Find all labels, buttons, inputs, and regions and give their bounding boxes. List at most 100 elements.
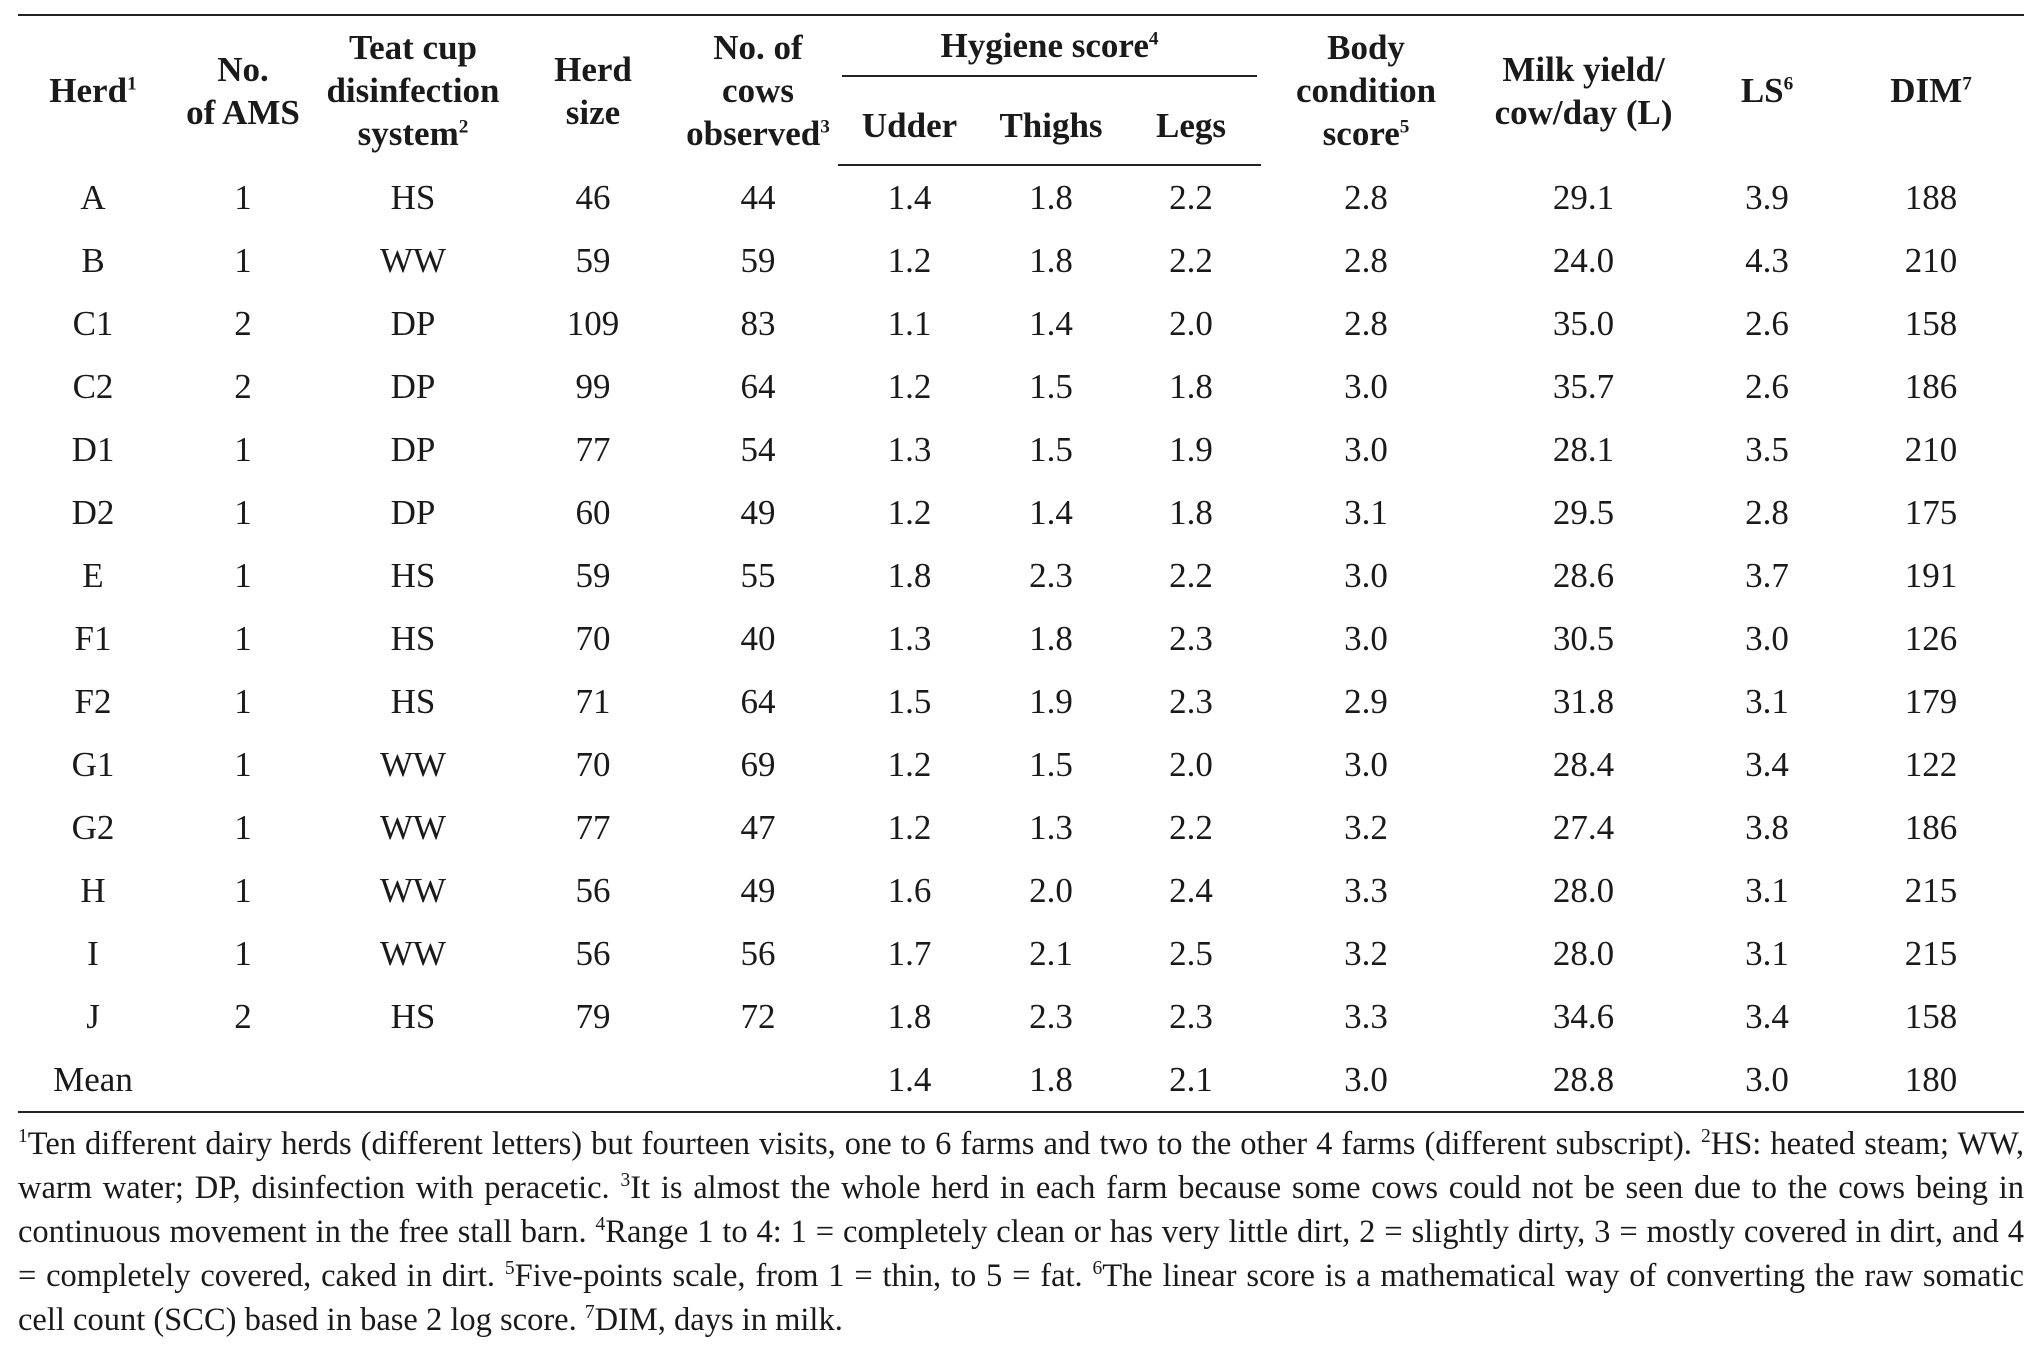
col-header-ls: LS6 bbox=[1696, 14, 1839, 165]
cell-herd: C2 bbox=[72, 367, 114, 406]
cell-cows-observed: 56 bbox=[740, 934, 776, 973]
cell-body-condition: 3.1 bbox=[1344, 493, 1388, 532]
cell-ls: 3.1 bbox=[1745, 934, 1789, 973]
table-header: Herd1 No. of AMS Teat cup disinfection syst… bbox=[18, 14, 2025, 166]
footnote-1: 1Ten different dairy herds (different le… bbox=[18, 1126, 1701, 1162]
cell-milk-yield: 35.7 bbox=[1552, 367, 1615, 406]
footnote-text: DIM, days in milk. bbox=[594, 1302, 843, 1338]
cell-body-condition: 3.0 bbox=[1344, 745, 1388, 784]
cell-dim: 126 bbox=[1904, 619, 1958, 658]
cell-cows-observed: 59 bbox=[740, 241, 776, 280]
table-body: A 1 HS 46 44 1.4 1.8 2.2 2.8 29.1 3.9 188 B 1 WW 59 59 1.… bbox=[18, 165, 2025, 1113]
cell-dim: 158 bbox=[1904, 304, 1958, 343]
cell-legs: 2.1 bbox=[1121, 1048, 1262, 1113]
footnote-2: 2HS: heated steam; WW, warm water; DP, d… bbox=[18, 1126, 2024, 1206]
cell-ls: 2.6 bbox=[1745, 367, 1789, 406]
cell-body-condition: 2.8 bbox=[1344, 177, 1388, 217]
cell-udder: 1.1 bbox=[887, 304, 932, 343]
cell-herd: B bbox=[81, 241, 105, 280]
footnote-marker: 6 bbox=[1092, 1258, 1103, 1280]
cell-teat-cup: HS bbox=[390, 682, 436, 721]
table-row: G2 1 WW 77 47 1.2 1.3 2.2 3.2 27.4 3.8 186 bbox=[18, 796, 2024, 859]
footnote-text: The linear score is a mathematical way o… bbox=[18, 1258, 2024, 1338]
cell-cows-observed: 55 bbox=[740, 556, 776, 595]
cell-milk-yield: 34.6 bbox=[1552, 997, 1615, 1036]
cell-herd: H bbox=[80, 871, 106, 910]
cell-udder: 1.2 bbox=[887, 367, 932, 406]
footnote-4: 4Range 1 to 4: 1 = completely clean or h… bbox=[18, 1214, 2024, 1294]
table-row: B 1 WW 59 59 1.2 1.8 2.2 2.8 24.0 4.3 210 bbox=[18, 229, 2024, 292]
cell-ls: 3.0 bbox=[1745, 619, 1789, 658]
cell-herd-size bbox=[508, 1048, 678, 1113]
cell-herd-size: 70 bbox=[575, 619, 611, 658]
col-header-ams: No. of AMS bbox=[168, 14, 318, 165]
cell-milk-yield: 28.4 bbox=[1552, 745, 1615, 784]
cell-ams: 1 bbox=[234, 241, 252, 280]
cell-herd: C1 bbox=[72, 304, 114, 343]
col-header-dim: DIM7 bbox=[1838, 14, 2025, 165]
col-header-herd: Herd1 bbox=[18, 14, 168, 165]
table-footnotes: 1Ten different dairy herds (different le… bbox=[18, 1122, 2024, 1342]
table-row-mean: Mean 1.4 1.8 2.1 3.0 28.8 3.0 180 bbox=[18, 1048, 2025, 1113]
cell-herd: Mean bbox=[18, 1048, 168, 1113]
hygiene-group-rule bbox=[842, 75, 1258, 77]
cell-thighs: 2.0 bbox=[1029, 871, 1073, 910]
cell-dim: 215 bbox=[1904, 934, 1958, 973]
cell-ams: 1 bbox=[234, 177, 252, 217]
cell-teat-cup: HS bbox=[390, 997, 436, 1036]
cell-herd: F1 bbox=[74, 619, 112, 658]
cell-teat-cup: HS bbox=[390, 556, 436, 595]
table-row: F2 1 HS 71 64 1.5 1.9 2.3 2.9 31.8 3.1 179 bbox=[18, 670, 2024, 733]
table-row: D1 1 DP 77 54 1.3 1.5 1.9 3.0 28.1 3.5 210 bbox=[18, 418, 2024, 481]
cell-milk-yield: 24.0 bbox=[1552, 241, 1615, 280]
footnote-marker: 5 bbox=[504, 1258, 515, 1280]
cell-milk-yield: 28.1 bbox=[1552, 430, 1615, 469]
cell-thighs: 1.8 bbox=[981, 1048, 1121, 1113]
cell-legs: 2.4 bbox=[1169, 871, 1213, 910]
col-header-herd-size: Herd size bbox=[508, 14, 678, 165]
cell-teat-cup: DP bbox=[390, 430, 436, 469]
cell-ams: 2 bbox=[234, 367, 252, 406]
cell-herd: F2 bbox=[74, 682, 112, 721]
cell-milk-yield: 27.4 bbox=[1552, 808, 1615, 847]
cell-ls: 2.6 bbox=[1745, 304, 1789, 343]
cell-cows-observed bbox=[678, 1048, 838, 1113]
cell-legs: 2.3 bbox=[1169, 997, 1213, 1036]
cell-milk-yield: 28.8 bbox=[1471, 1048, 1697, 1113]
cell-herd-size: 59 bbox=[575, 556, 611, 595]
cell-teat-cup: WW bbox=[379, 808, 447, 847]
cell-legs: 1.8 bbox=[1169, 493, 1213, 532]
table-row: G1 1 WW 70 69 1.2 1.5 2.0 3.0 28.4 3.4 122 bbox=[18, 733, 2024, 796]
cell-ams: 1 bbox=[234, 556, 252, 595]
cell-ams: 1 bbox=[234, 430, 252, 469]
cell-herd: G2 bbox=[71, 808, 115, 847]
cell-herd-size: 77 bbox=[575, 808, 611, 847]
cell-udder: 1.6 bbox=[887, 871, 932, 910]
cell-teat-cup: WW bbox=[379, 241, 447, 280]
cell-milk-yield: 28.0 bbox=[1552, 934, 1615, 973]
cell-ams: 1 bbox=[234, 808, 252, 847]
cell-thighs: 1.8 bbox=[1029, 178, 1073, 217]
col-header-cows-observed: No. of cows observed3 bbox=[678, 14, 838, 165]
cell-legs: 1.9 bbox=[1169, 430, 1213, 469]
col-header-udder: Udder bbox=[838, 77, 981, 166]
cell-legs: 2.2 bbox=[1169, 808, 1213, 847]
cell-thighs: 1.4 bbox=[1029, 493, 1073, 532]
footnote-text: Ten different dairy herds (different let… bbox=[27, 1126, 1701, 1162]
cell-teat-cup: HS bbox=[390, 619, 436, 658]
cell-dim: 186 bbox=[1904, 367, 1958, 406]
cell-body-condition: 3.0 bbox=[1344, 619, 1388, 658]
cell-dim: 180 bbox=[1838, 1048, 2025, 1113]
cell-herd-size: 99 bbox=[575, 367, 611, 406]
cell-herd: E bbox=[82, 556, 104, 595]
cell-body-condition: 3.3 bbox=[1344, 997, 1388, 1036]
cell-ls: 3.9 bbox=[1745, 177, 1789, 217]
cell-udder: 1.5 bbox=[887, 682, 932, 721]
cell-body-condition: 2.8 bbox=[1344, 304, 1388, 343]
table-row: I 1 WW 56 56 1.7 2.1 2.5 3.2 28.0 3.1 215 bbox=[18, 922, 2024, 985]
cell-ls: 3.0 bbox=[1696, 1048, 1839, 1113]
cell-herd-size: 60 bbox=[575, 493, 611, 532]
cell-cows-observed: 72 bbox=[740, 997, 776, 1036]
cell-milk-yield: 29.5 bbox=[1552, 493, 1615, 532]
